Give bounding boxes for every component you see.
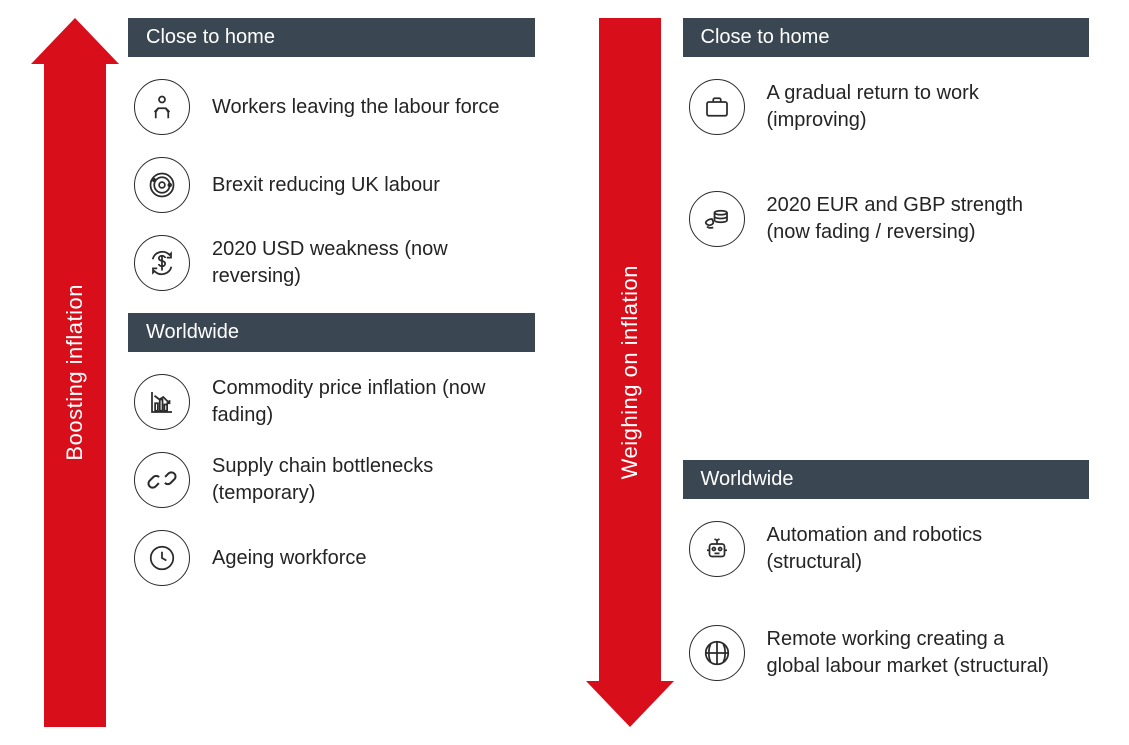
boosting-column: Boosting inflation Close to home Workers… bbox=[40, 18, 535, 727]
clock-icon bbox=[134, 530, 190, 586]
item-list: Automation and robotics (structural) Rem… bbox=[683, 521, 1090, 681]
item-text: Workers leaving the labour force bbox=[212, 94, 500, 121]
chain-icon bbox=[134, 452, 190, 508]
list-item: 2020 USD weakness (now reversing) bbox=[134, 235, 535, 291]
list-item: Workers leaving the labour force bbox=[134, 79, 535, 135]
orbit-icon bbox=[134, 157, 190, 213]
list-item: Supply chain bottlenecks (temporary) bbox=[134, 452, 535, 508]
section-header: Worldwide bbox=[683, 460, 1090, 499]
item-list: A gradual return to work (improving) 202… bbox=[683, 79, 1090, 247]
boosting-arrow: Boosting inflation bbox=[40, 18, 110, 727]
list-item: Automation and robotics (structural) bbox=[689, 521, 1090, 577]
weighing-arrow-label: Weighing on inflation bbox=[617, 265, 643, 479]
item-text: Automation and robotics (structural) bbox=[767, 522, 1057, 576]
list-item: Brexit reducing UK labour bbox=[134, 157, 535, 213]
briefcase-icon bbox=[689, 79, 745, 135]
dollar-icon bbox=[134, 235, 190, 291]
item-text: Brexit reducing UK labour bbox=[212, 172, 440, 199]
robot-icon bbox=[689, 521, 745, 577]
item-text: 2020 EUR and GBP strength (now fading / … bbox=[767, 192, 1057, 246]
item-text: Commodity price inflation (now fading) bbox=[212, 375, 502, 429]
list-item: Ageing workforce bbox=[134, 530, 535, 586]
weighing-content: Close to home A gradual return to work (… bbox=[683, 18, 1090, 727]
weighing-column: Weighing on inflation Close to home A gr… bbox=[595, 18, 1090, 727]
globe-icon bbox=[689, 625, 745, 681]
list-item: A gradual return to work (improving) bbox=[689, 79, 1090, 135]
list-item: 2020 EUR and GBP strength (now fading / … bbox=[689, 191, 1090, 247]
inflation-forces-diagram: Boosting inflation Close to home Workers… bbox=[40, 18, 1089, 727]
item-text: Remote working creating a global labour … bbox=[767, 626, 1057, 680]
item-text: A gradual return to work (improving) bbox=[767, 80, 1057, 134]
section-header: Close to home bbox=[683, 18, 1090, 57]
coins-icon bbox=[689, 191, 745, 247]
boosting-arrow-label: Boosting inflation bbox=[62, 284, 88, 461]
weighing-arrow: Weighing on inflation bbox=[595, 18, 665, 727]
chart-down-icon bbox=[134, 374, 190, 430]
item-text: Ageing workforce bbox=[212, 545, 367, 572]
worker-icon bbox=[134, 79, 190, 135]
section-header: Worldwide bbox=[128, 313, 535, 352]
item-text: Supply chain bottlenecks (temporary) bbox=[212, 453, 502, 507]
section-header: Close to home bbox=[128, 18, 535, 57]
item-text: 2020 USD weakness (now reversing) bbox=[212, 236, 502, 290]
boosting-content: Close to home Workers leaving the labour… bbox=[128, 18, 535, 727]
list-item: Remote working creating a global labour … bbox=[689, 625, 1090, 681]
item-list: Commodity price inflation (now fading) S… bbox=[128, 374, 535, 586]
list-item: Commodity price inflation (now fading) bbox=[134, 374, 535, 430]
item-list: Workers leaving the labour force Brexit … bbox=[128, 79, 535, 291]
